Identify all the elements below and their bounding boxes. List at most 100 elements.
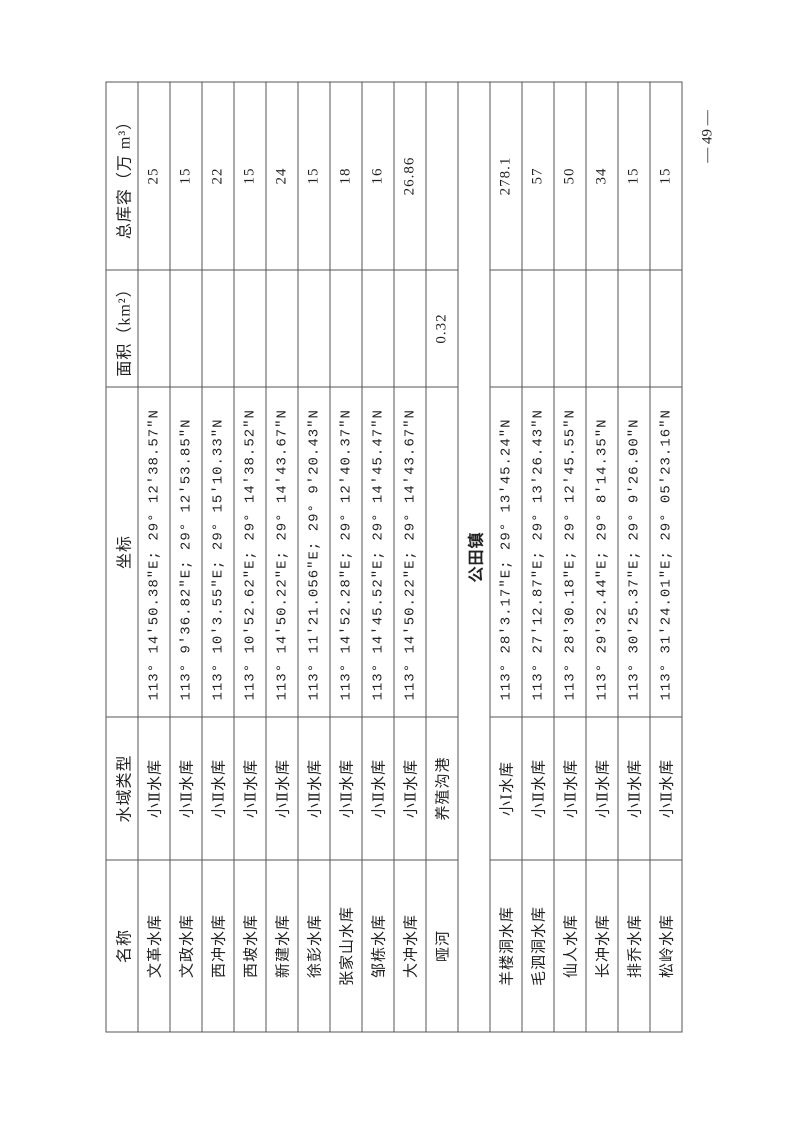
cell-area [298, 270, 330, 387]
table-row: 毛泗洞水库 小Ⅱ水库 113° 27′12.87"E; 29° 13′26.43"N… [522, 82, 554, 1032]
cell-name: 松岭水库 [650, 860, 682, 1032]
cell-type: 小Ⅱ水库 [330, 717, 362, 860]
cell-coord: 113° 30′25.37"E; 29° 9′26.90"N [618, 387, 650, 717]
cell-coord: 113° 27′12.87"E; 29° 13′26.43"N [522, 387, 554, 717]
cell-capacity: 15 [170, 82, 202, 270]
cell-type: 养殖沟港 [426, 717, 458, 860]
cell-coord: 113° 28′3.17"E; 29° 13′45.24"N [490, 387, 522, 717]
cell-type: 小Ⅱ水库 [522, 717, 554, 860]
header-area: 面积（km²） [106, 270, 138, 387]
cell-type: 小Ⅱ水库 [362, 717, 394, 860]
cell-capacity: 18 [330, 82, 362, 270]
cell-type: 小Ⅱ水库 [202, 717, 234, 860]
cell-capacity: 15 [650, 82, 682, 270]
table-row: 邹栋水库 小Ⅱ水库 113° 14′45.52"E; 29° 14′45.47"N 1… [362, 82, 394, 1032]
cell-coord: 113° 14′50.22"E; 29° 14′43.67"N [394, 387, 426, 717]
cell-capacity: 278.1 [490, 82, 522, 270]
cell-name: 毛泗洞水库 [522, 860, 554, 1032]
cell-coord: 113° 9′36.82"E; 29° 12′53.85"N [170, 387, 202, 717]
cell-coord [426, 387, 458, 717]
cell-area [170, 270, 202, 387]
cell-name: 排乔水库 [618, 860, 650, 1032]
cell-capacity: 26.86 [394, 82, 426, 270]
cell-type: 小Ⅱ水库 [234, 717, 266, 860]
cell-type: 小Ⅰ水库 [490, 717, 522, 860]
table-row: 文革水库 小Ⅱ水库 113° 14′50.38"E; 29° 12′38.57"N 2… [138, 82, 170, 1032]
cell-type: 小Ⅱ水库 [554, 717, 586, 860]
cell-name: 大冲水库 [394, 860, 426, 1032]
cell-coord: 113° 14′50.38"E; 29° 12′38.57"N [138, 387, 170, 717]
cell-name: 徐彭水库 [298, 860, 330, 1032]
header-row: 名称 水域类型 坐标 面积（km²） 总库容（万 m³） [106, 82, 138, 1032]
table-row: 排乔水库 小Ⅱ水库 113° 30′25.37"E; 29° 9′26.90"N 15 [618, 82, 650, 1032]
cell-capacity [426, 82, 458, 270]
cell-type: 小Ⅱ水库 [394, 717, 426, 860]
table-row: 哑河 养殖沟港 0.32 [426, 82, 458, 1032]
cell-capacity: 57 [522, 82, 554, 270]
cell-area [202, 270, 234, 387]
table-row: 松岭水库 小Ⅱ水库 113° 31′24.01"E; 29° 05′23.16"N 1… [650, 82, 682, 1032]
table-row: 张家山水库 小Ⅱ水库 113° 14′52.28"E; 29° 12′40.37"N… [330, 82, 362, 1032]
cell-coord: 113° 14′45.52"E; 29° 14′45.47"N [362, 387, 394, 717]
cell-area [266, 270, 298, 387]
table-row: 仙人水库 小Ⅱ水库 113° 28′30.18"E; 29° 12′45.55"N 5… [554, 82, 586, 1032]
table-row: 西坡水库 小Ⅱ水库 113° 10′52.62"E; 29° 14′38.52"N 1… [234, 82, 266, 1032]
cell-coord: 113° 11′21.056"E; 29° 9′20.43"N [298, 387, 330, 717]
cell-capacity: 22 [202, 82, 234, 270]
cell-capacity: 16 [362, 82, 394, 270]
reservoir-table: 名称 水域类型 坐标 面积（km²） 总库容（万 m³） 文革水库 小Ⅱ水库 113… [106, 82, 683, 1033]
cell-name: 邹栋水库 [362, 860, 394, 1032]
table-row: 新建水库 小Ⅱ水库 113° 14′50.22"E; 29° 14′43.67"N 2… [266, 82, 298, 1032]
cell-type: 小Ⅱ水库 [298, 717, 330, 860]
cell-name: 西坡水库 [234, 860, 266, 1032]
cell-capacity: 15 [618, 82, 650, 270]
cell-capacity: 15 [234, 82, 266, 270]
cell-area: 0.32 [426, 270, 458, 387]
cell-capacity: 24 [266, 82, 298, 270]
table-row: 羊楼洞水库 小Ⅰ水库 113° 28′3.17"E; 29° 13′45.24"N 2… [490, 82, 522, 1032]
cell-type: 小Ⅱ水库 [650, 717, 682, 860]
cell-coord: 113° 28′30.18"E; 29° 12′45.55"N [554, 387, 586, 717]
table-row: 长冲水库 小Ⅱ水库 113° 29′32.44"E; 29° 8′14.35"N 34 [586, 82, 618, 1032]
cell-name: 哑河 [426, 860, 458, 1032]
cell-coord: 113° 14′50.22"E; 29° 14′43.67"N [266, 387, 298, 717]
cell-name: 仙人水库 [554, 860, 586, 1032]
cell-name: 新建水库 [266, 860, 298, 1032]
cell-area [490, 270, 522, 387]
cell-area [234, 270, 266, 387]
header-type: 水域类型 [106, 717, 138, 860]
cell-name: 文政水库 [170, 860, 202, 1032]
cell-coord: 113° 10′52.62"E; 29° 14′38.52"N [234, 387, 266, 717]
table-row: 文政水库 小Ⅱ水库 113° 9′36.82"E; 29° 12′53.85"N 15 [170, 82, 202, 1032]
header-capacity: 总库容（万 m³） [106, 82, 138, 270]
section-title: 公田镇 [458, 82, 490, 1032]
header-coord: 坐标 [106, 387, 138, 717]
cell-type: 小Ⅱ水库 [170, 717, 202, 860]
cell-capacity: 15 [298, 82, 330, 270]
cell-capacity: 34 [586, 82, 618, 270]
cell-coord: 113° 10′3.55"E; 29° 15′10.33"N [202, 387, 234, 717]
cell-area [362, 270, 394, 387]
cell-name: 西冲水库 [202, 860, 234, 1032]
cell-name: 张家山水库 [330, 860, 362, 1032]
cell-coord: 113° 29′32.44"E; 29° 8′14.35"N [586, 387, 618, 717]
cell-type: 小Ⅱ水库 [618, 717, 650, 860]
cell-type: 小Ⅱ水库 [138, 717, 170, 860]
cell-area [330, 270, 362, 387]
cell-area [138, 270, 170, 387]
cell-area [522, 270, 554, 387]
cell-coord: 113° 14′52.28"E; 29° 12′40.37"N [330, 387, 362, 717]
rotated-table-wrapper: 名称 水域类型 坐标 面积（km²） 总库容（万 m³） 文革水库 小Ⅱ水库 113… [106, 82, 682, 1033]
cell-name: 文革水库 [138, 860, 170, 1032]
cell-area [618, 270, 650, 387]
table-row: 徐彭水库 小Ⅱ水库 113° 11′21.056"E; 29° 9′20.43"N 1… [298, 82, 330, 1032]
cell-area [586, 270, 618, 387]
cell-name: 长冲水库 [586, 860, 618, 1032]
cell-type: 小Ⅱ水库 [266, 717, 298, 860]
cell-area [650, 270, 682, 387]
table-row: 大冲水库 小Ⅱ水库 113° 14′50.22"E; 29° 14′43.67"N 2… [394, 82, 426, 1032]
cell-area [554, 270, 586, 387]
cell-coord: 113° 31′24.01"E; 29° 05′23.16"N [650, 387, 682, 717]
page-number: — 49 — [699, 110, 716, 163]
cell-capacity: 50 [554, 82, 586, 270]
